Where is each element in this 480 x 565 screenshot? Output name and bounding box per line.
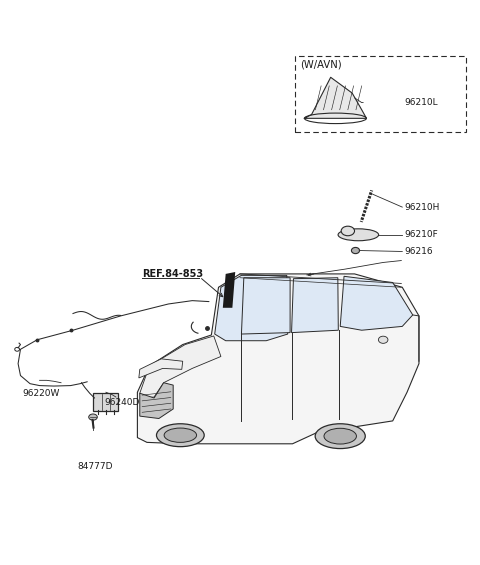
Polygon shape [291, 278, 338, 333]
Polygon shape [137, 274, 419, 444]
Ellipse shape [315, 424, 365, 449]
Ellipse shape [164, 428, 197, 442]
Ellipse shape [351, 247, 360, 254]
Text: 96210L: 96210L [405, 98, 438, 107]
Bar [295, 56, 466, 132]
Ellipse shape [89, 414, 97, 420]
Text: (W/AVN): (W/AVN) [300, 60, 342, 69]
Text: 96216: 96216 [405, 247, 433, 256]
Polygon shape [139, 359, 183, 378]
Text: REF.84-853: REF.84-853 [142, 269, 204, 279]
Text: 96210F: 96210F [405, 231, 438, 240]
Polygon shape [140, 383, 173, 419]
Ellipse shape [341, 226, 355, 236]
Polygon shape [241, 278, 290, 334]
Polygon shape [304, 77, 366, 118]
Polygon shape [140, 336, 221, 398]
Text: 96210H: 96210H [405, 203, 440, 212]
Ellipse shape [338, 229, 379, 241]
Ellipse shape [15, 347, 20, 351]
Polygon shape [223, 272, 235, 308]
Text: 96220W: 96220W [23, 389, 60, 398]
Polygon shape [340, 276, 413, 330]
Text: 96240D: 96240D [104, 398, 139, 407]
Ellipse shape [156, 424, 204, 447]
Ellipse shape [324, 428, 357, 444]
Polygon shape [215, 275, 288, 341]
Text: 84777D: 84777D [78, 462, 113, 471]
FancyBboxPatch shape [94, 393, 118, 411]
Ellipse shape [378, 336, 388, 344]
